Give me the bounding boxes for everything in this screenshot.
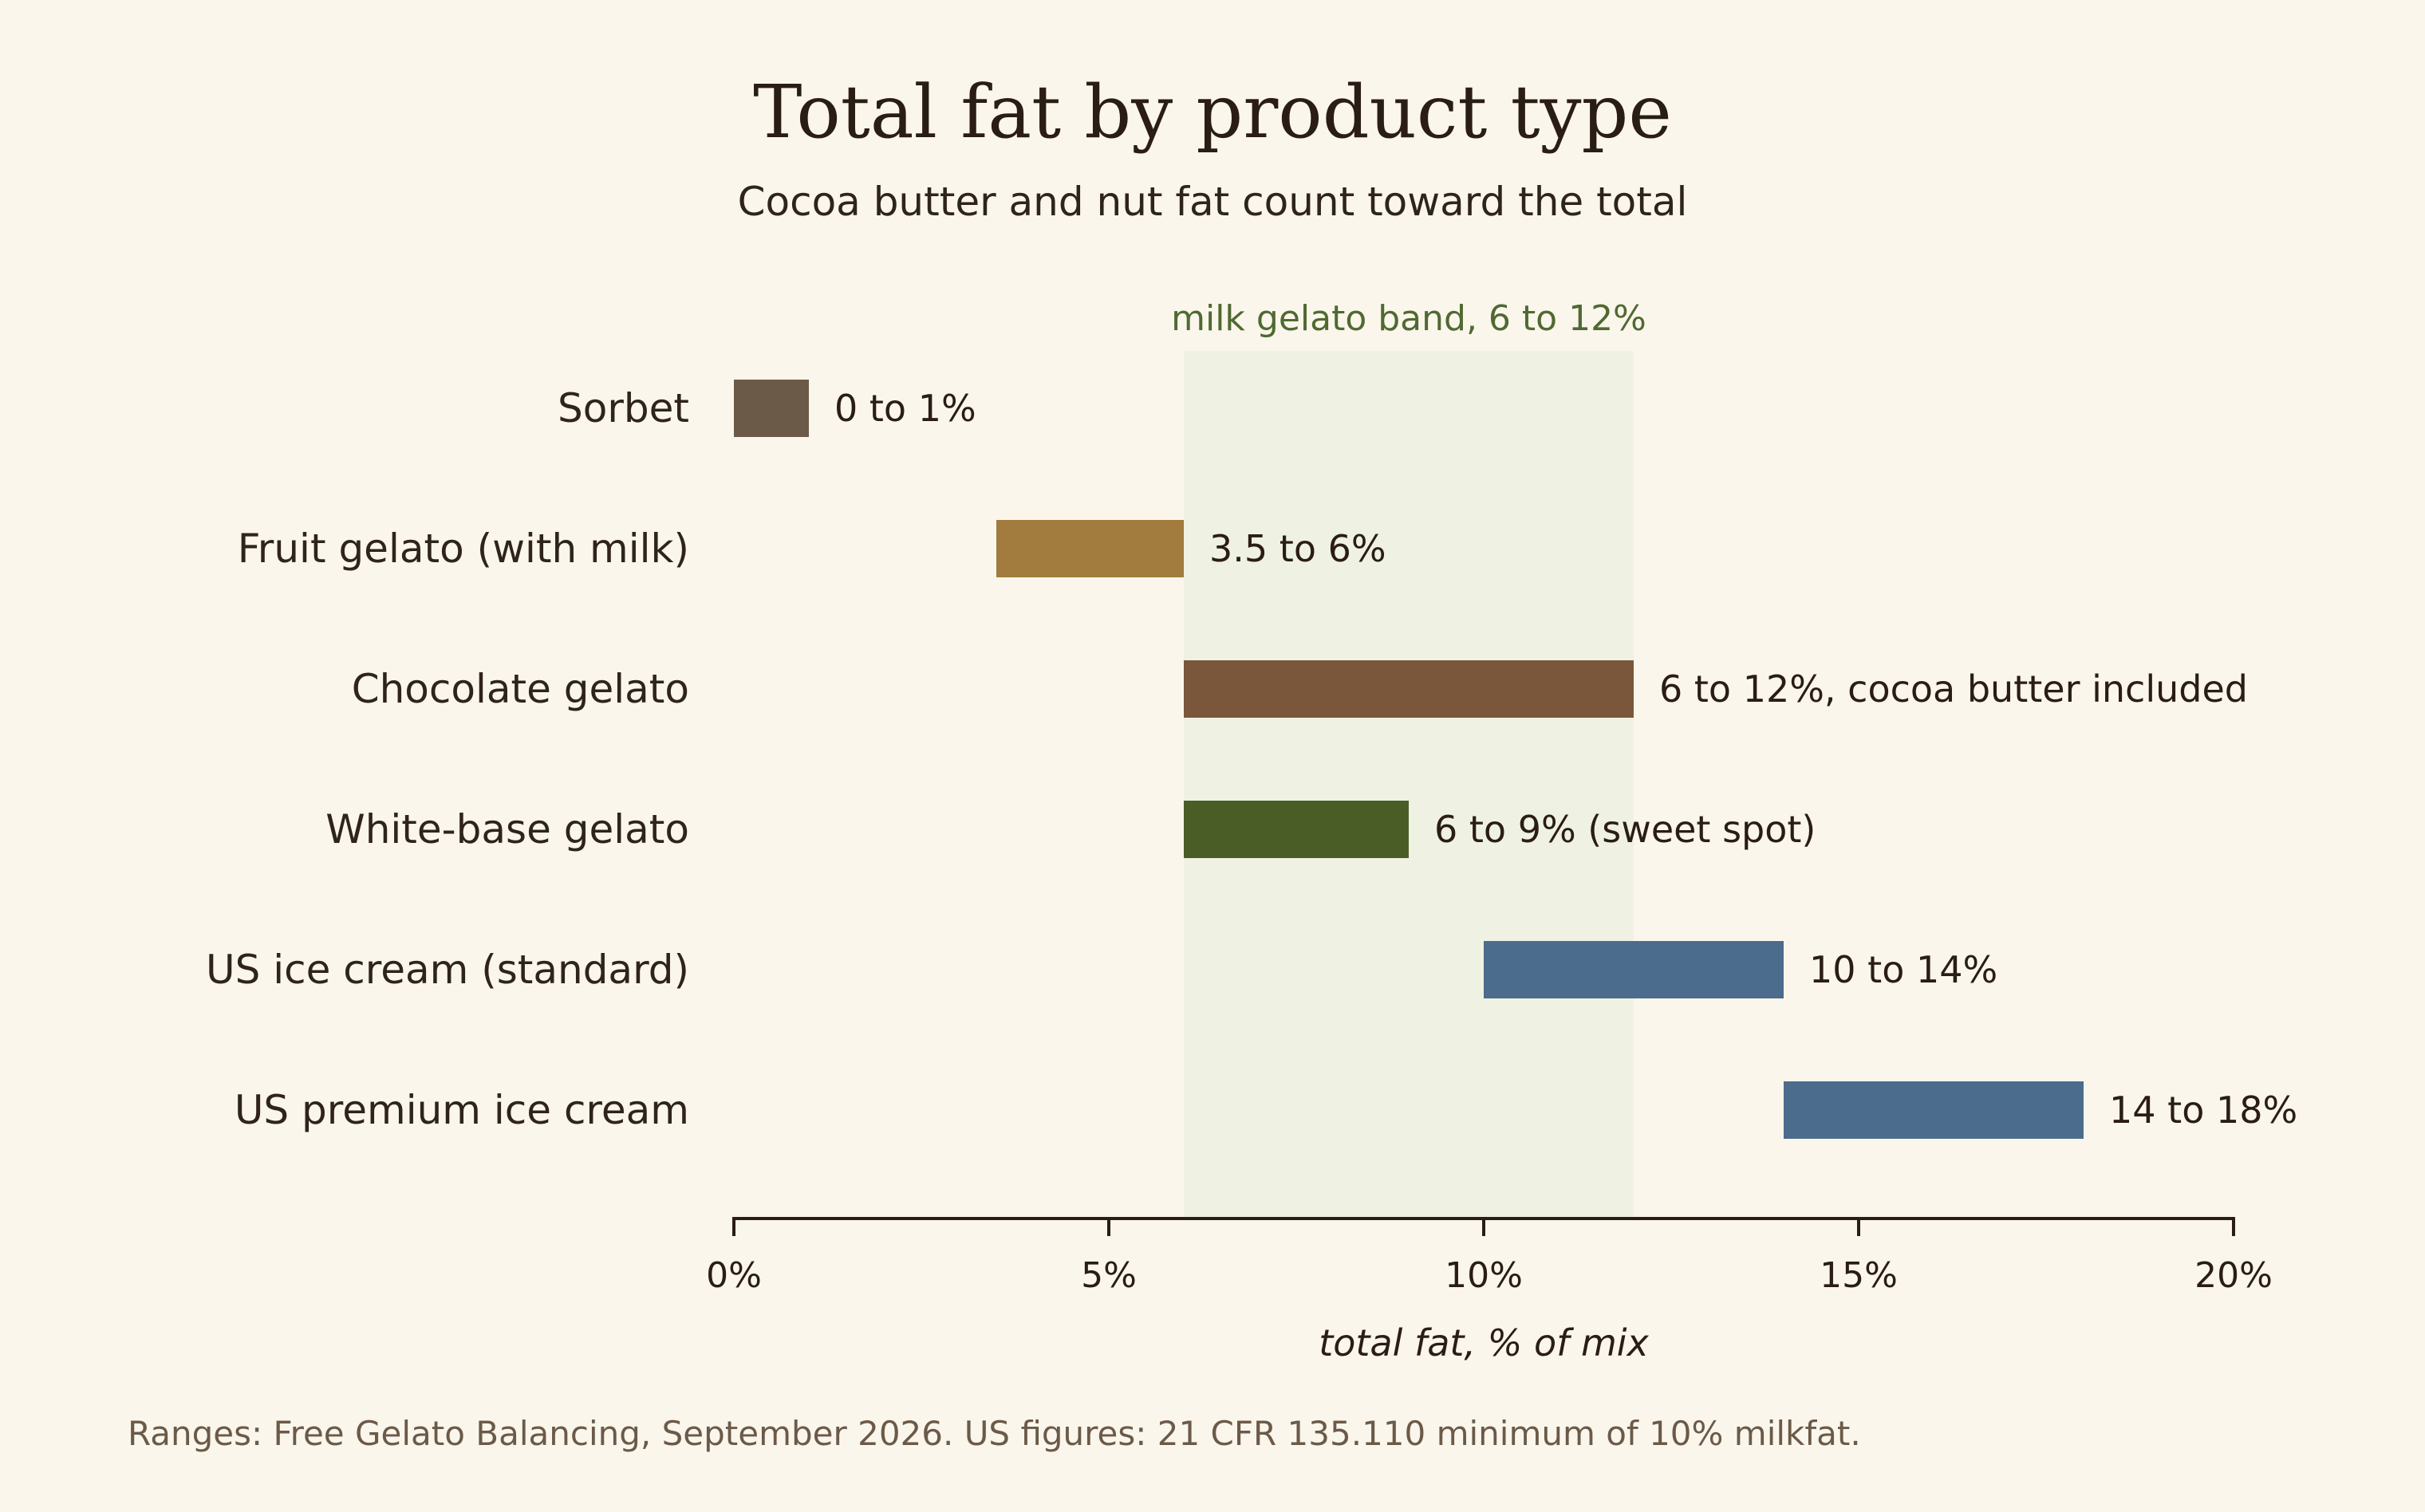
data-label-sorbet: 0 to 1% bbox=[834, 387, 976, 430]
bar-fruit-gelato-with-milk bbox=[996, 520, 1184, 577]
bars-layer: Sorbet 0 to 1% Fruit gelato (with milk) 3.5… bbox=[206, 380, 2297, 1139]
bar-chocolate-gelato bbox=[1184, 660, 1634, 718]
data-label-us-ice-cream-standard: 10 to 14% bbox=[1809, 948, 1997, 991]
x-tick-label-15: 15% bbox=[1820, 1255, 1898, 1296]
chart-footnote: Ranges: Free Gelato Balancing, September… bbox=[128, 1414, 1861, 1453]
milk-gelato-band bbox=[1184, 351, 1634, 1219]
bar-sorbet bbox=[734, 380, 809, 437]
x-axis-title: total fat, % of mix bbox=[1319, 1321, 1649, 1364]
data-label-chocolate-gelato: 6 to 12%, cocoa butter included bbox=[1659, 667, 2248, 711]
chart-title: Total fat by product type bbox=[753, 69, 1672, 155]
data-label-us-premium-ice-cream: 14 to 18% bbox=[2109, 1089, 2297, 1132]
band-label: milk gelato band, 6 to 12% bbox=[1171, 298, 1646, 339]
bar-us-premium-ice-cream bbox=[1784, 1081, 2084, 1139]
chart-subtitle: Cocoa butter and nut fat count toward th… bbox=[738, 179, 1688, 225]
category-label-white-base-gelato: White-base gelato bbox=[325, 806, 689, 852]
data-label-fruit-gelato-with-milk: 3.5 to 6% bbox=[1209, 527, 1386, 570]
category-label-us-ice-cream-standard: US ice cream (standard) bbox=[206, 947, 689, 993]
bar-us-ice-cream-standard bbox=[1484, 941, 1784, 998]
bar-white-base-gelato bbox=[1184, 801, 1409, 858]
data-label-white-base-gelato: 6 to 9% (sweet spot) bbox=[1434, 808, 1816, 851]
category-label-us-premium-ice-cream: US premium ice cream bbox=[235, 1087, 689, 1133]
x-tick-label-10: 10% bbox=[1445, 1255, 1523, 1296]
x-tick-label-20: 20% bbox=[2194, 1255, 2273, 1296]
x-axis: 0% 5% 10% 15% 20% bbox=[706, 1217, 2273, 1296]
category-label-fruit-gelato-with-milk: Fruit gelato (with milk) bbox=[238, 526, 689, 572]
x-tick-label-0: 0% bbox=[706, 1255, 762, 1296]
category-label-sorbet: Sorbet bbox=[558, 385, 689, 431]
category-label-chocolate-gelato: Chocolate gelato bbox=[352, 666, 689, 712]
x-tick-label-5: 5% bbox=[1081, 1255, 1137, 1296]
